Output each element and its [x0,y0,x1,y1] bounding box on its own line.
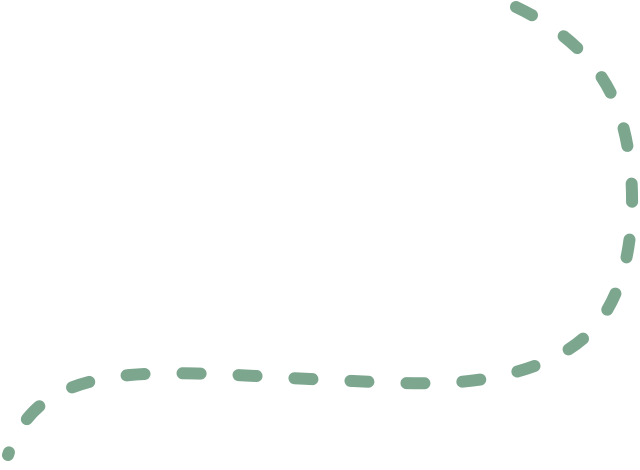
dashed-curve [2,1,638,461]
